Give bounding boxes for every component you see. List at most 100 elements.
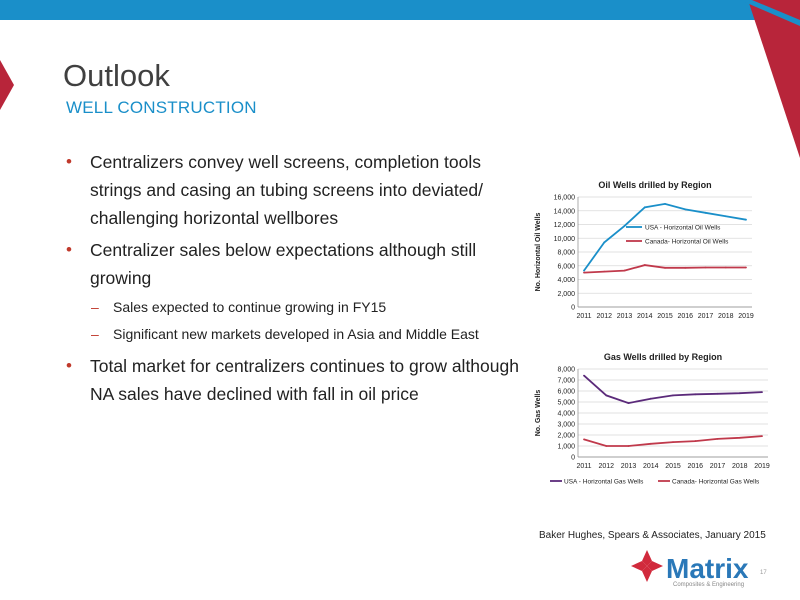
y-tick-label: 2,000 <box>557 433 575 440</box>
bullet-text: Total market for centralizers continues … <box>90 356 519 404</box>
data-point <box>627 402 630 404</box>
logo-name: Matrix <box>666 553 749 584</box>
data-point <box>605 394 608 397</box>
data-point <box>745 266 747 269</box>
y-tick-label: 10,000 <box>554 236 576 243</box>
x-tick-label: 2019 <box>754 463 770 470</box>
x-tick-label: 2014 <box>643 463 659 470</box>
series-line <box>583 264 746 274</box>
x-tick-label: 2016 <box>687 463 703 470</box>
data-point <box>745 218 747 221</box>
y-tick-label: 6,000 <box>557 389 575 396</box>
sub-bullet-item: – Significant new markets developed in As… <box>64 325 524 344</box>
y-tick-label: 0 <box>571 305 575 312</box>
slide-title: Outlook <box>63 58 170 93</box>
dash-icon: – <box>91 326 99 342</box>
data-point <box>583 269 585 272</box>
data-point <box>603 270 606 273</box>
y-tick-label: 7,000 <box>557 378 575 385</box>
data-point <box>605 445 608 447</box>
legend-label: Canada- Horizontal Gas Wells <box>672 479 760 486</box>
legend-label: Canada- Horizontal Oil Wells <box>645 239 729 246</box>
y-tick-label: 12,000 <box>554 222 576 229</box>
x-tick-label: 2012 <box>598 463 614 470</box>
top-accent-bar <box>0 0 800 20</box>
bullet-dot-icon: • <box>66 152 72 171</box>
y-tick-label: 3,000 <box>557 422 575 429</box>
y-tick-label: 2,000 <box>557 291 575 298</box>
y-tick-label: 5,000 <box>557 400 575 407</box>
x-tick-label: 2015 <box>665 463 681 470</box>
legend-label: USA - Horizontal Gas Wells <box>564 479 644 486</box>
bullet-list: • Centralizers convey well screens, compl… <box>64 148 524 412</box>
bullet-dot-icon: • <box>66 240 72 259</box>
bullet-item: • Centralizers convey well screens, compl… <box>64 148 524 232</box>
x-tick-label: 2014 <box>637 313 653 320</box>
x-tick-label: 2015 <box>657 313 673 320</box>
bullet-item: • Total market for centralizers continues… <box>64 352 524 408</box>
data-point <box>694 440 697 442</box>
data-point <box>643 206 646 209</box>
corner-accent-triangle <box>740 0 800 158</box>
data-point <box>643 264 646 266</box>
data-point <box>684 208 687 211</box>
bullet-item: • Centralizer sales below expectations al… <box>64 236 524 292</box>
data-point <box>684 266 687 269</box>
x-tick-label: 2011 <box>576 463 591 470</box>
x-tick-label: 2018 <box>732 463 748 470</box>
data-point <box>664 202 666 205</box>
data-point <box>623 224 626 227</box>
y-tick-label: 4,000 <box>557 277 575 284</box>
logo-tagline: Composites & Engineering <box>673 582 745 588</box>
data-point <box>623 269 626 272</box>
bullet-text: Centralizer sales below expectations alt… <box>90 240 477 288</box>
y-tick-label: 1,000 <box>557 444 575 451</box>
left-arrow-accent <box>0 60 14 110</box>
data-point <box>761 391 763 393</box>
x-tick-label: 2019 <box>738 313 754 320</box>
charts-area: Oil Wells drilled by Region 0 2,000 4,000 6,… <box>535 180 770 486</box>
y-tick-label: 8,000 <box>557 367 575 374</box>
data-point <box>627 445 630 447</box>
y-tick-label: 0 <box>571 455 575 462</box>
data-point <box>724 266 727 269</box>
series-line <box>583 202 747 272</box>
y-tick-label: 16,000 <box>554 195 576 202</box>
data-point <box>724 215 727 218</box>
x-tick-label: 2013 <box>621 463 637 470</box>
x-tick-label: 2016 <box>677 313 693 320</box>
data-point <box>738 436 741 439</box>
data-point <box>649 442 652 445</box>
series-line <box>583 435 763 447</box>
y-tick-label: 4,000 <box>557 411 575 418</box>
bullet-text: Centralizers convey well screens, comple… <box>90 152 484 228</box>
x-tick-label: 2018 <box>718 313 734 320</box>
y-tick-label: 8,000 <box>557 250 575 257</box>
data-point <box>583 438 585 441</box>
sub-bullet-text: Significant new markets developed in Asi… <box>113 326 479 342</box>
slide-subtitle: WELL CONSTRUCTION <box>66 98 257 117</box>
data-point <box>716 437 719 440</box>
data-point <box>664 266 666 269</box>
data-point <box>738 392 741 395</box>
data-point <box>761 435 763 437</box>
x-tick-label: 2017 <box>710 463 726 470</box>
data-point <box>583 271 585 274</box>
data-point <box>603 241 606 244</box>
sub-bullet-text: Sales expected to continue growing in FY… <box>113 299 387 315</box>
page-number: 17 <box>760 570 767 576</box>
y-tick-label: 14,000 <box>554 208 576 215</box>
data-point <box>583 374 585 377</box>
data-point <box>704 266 707 269</box>
data-point <box>672 394 674 397</box>
y-tick-label: 6,000 <box>557 263 575 270</box>
x-tick-label: 2017 <box>698 313 714 320</box>
data-point <box>694 393 697 396</box>
chart-title: Gas Wells drilled by Region <box>604 352 722 362</box>
x-tick-label: 2012 <box>596 313 612 320</box>
sub-bullet-item: – Sales expected to continue growing in F… <box>64 298 524 317</box>
x-tick-label: 2013 <box>617 313 633 320</box>
chart-title: Oil Wells drilled by Region <box>598 180 711 190</box>
data-point <box>716 392 719 395</box>
x-tick-label: 2011 <box>576 313 591 320</box>
